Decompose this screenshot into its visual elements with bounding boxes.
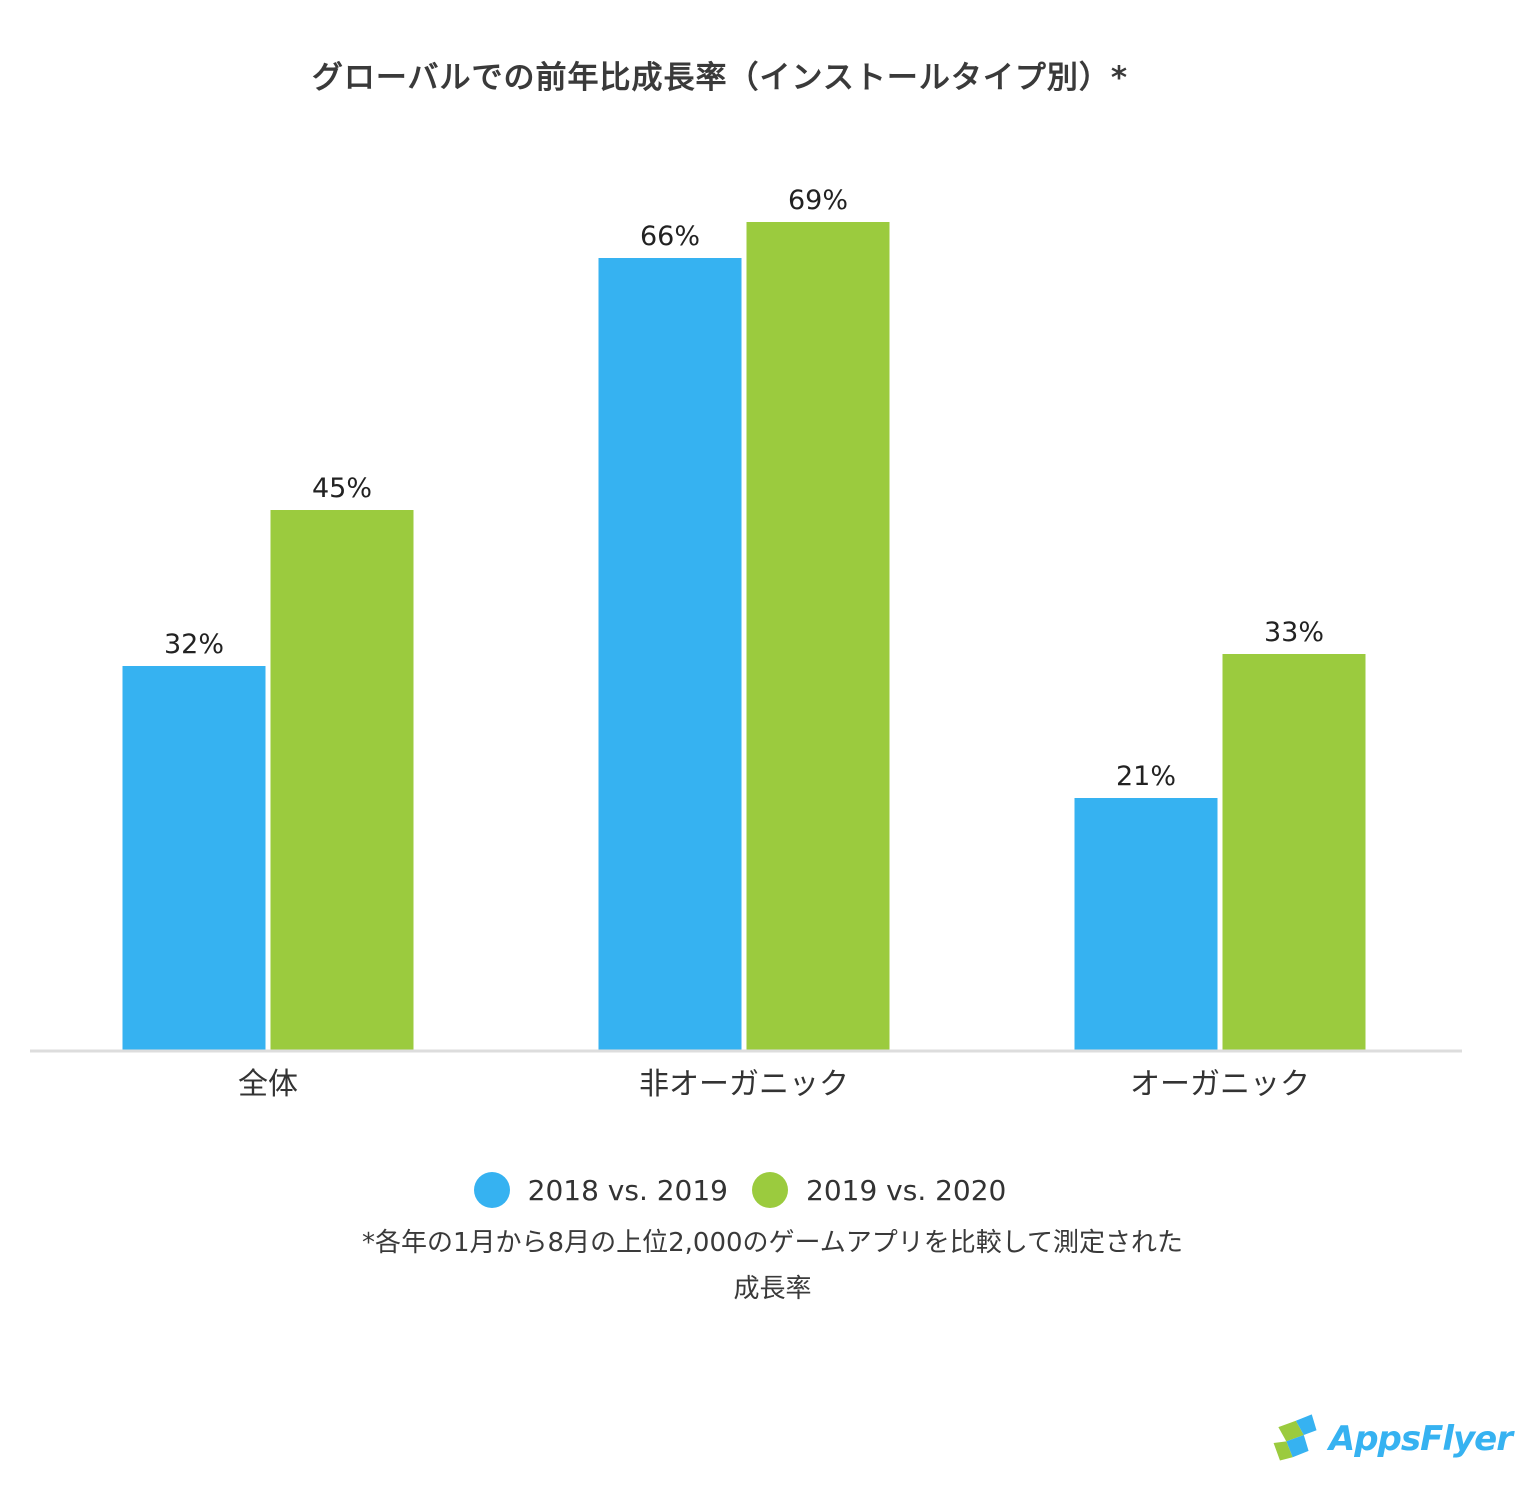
legend-label-series-1: 2018 vs. 2019 [527, 1173, 728, 1207]
data-label-series-2-cat-3: 33% [1264, 617, 1324, 648]
bar-series-2-cat-1 [270, 510, 414, 1050]
appsflyer-logo: AppsFlyer [1272, 1402, 1513, 1476]
legend-swatch-series-2 [752, 1172, 788, 1208]
bar-series-1-cat-2 [598, 258, 742, 1050]
value-labels-group: 32% 45% 66% 69% 21% 33% [164, 185, 1324, 792]
footnote-line-2: 成長率 [733, 1274, 812, 1304]
chart-title: グローバルでの前年比成長率（インストールタイプ別）* [311, 60, 1129, 96]
legend-label-series-2: 2019 vs. 2020 [806, 1173, 1007, 1207]
data-label-series-1-cat-2: 66% [640, 221, 700, 252]
category-label-2: 非オーガニック [639, 1067, 849, 1102]
appsflyer-logo-text: AppsFlyer [1328, 1419, 1513, 1459]
category-label-3: オーガニック [1130, 1067, 1310, 1102]
legend-swatch-series-1 [473, 1172, 510, 1208]
bar-series-2-cat-3 [1222, 654, 1366, 1050]
bars-group [122, 222, 1366, 1050]
bar-series-2-cat-2 [746, 222, 890, 1050]
category-label-1: 全体 [238, 1067, 298, 1102]
bar-chart: 32% 45% 66% 69% 21% 33% 全体 非オーガニック オーガニック [30, 185, 1462, 1102]
bar-series-1-cat-3 [1074, 798, 1218, 1050]
footnote-line-1: *各年の1月から8月の上位2,000のゲームアプリを比較して測定された [362, 1228, 1183, 1258]
category-labels-group: 全体 非オーガニック オーガニック [238, 1067, 1310, 1102]
appsflyer-logo-icon [1273, 1414, 1317, 1461]
footnote: *各年の1月から8月の上位2,000のゲームアプリを比較して測定された 成長率 [0, 1220, 1535, 1312]
data-label-series-2-cat-1: 45% [312, 473, 372, 504]
data-label-series-1-cat-3: 21% [1116, 761, 1176, 792]
data-label-series-1-cat-1: 32% [164, 629, 224, 660]
legend-item-series-2[interactable]: 2019 vs. 2020 [752, 1172, 1006, 1208]
bar-series-1-cat-1 [122, 666, 266, 1050]
legend: 2018 vs. 2019 2019 vs. 2020 [0, 1172, 1480, 1208]
legend-item-series-1[interactable]: 2018 vs. 2019 [473, 1172, 728, 1208]
data-label-series-2-cat-2: 69% [788, 185, 848, 216]
